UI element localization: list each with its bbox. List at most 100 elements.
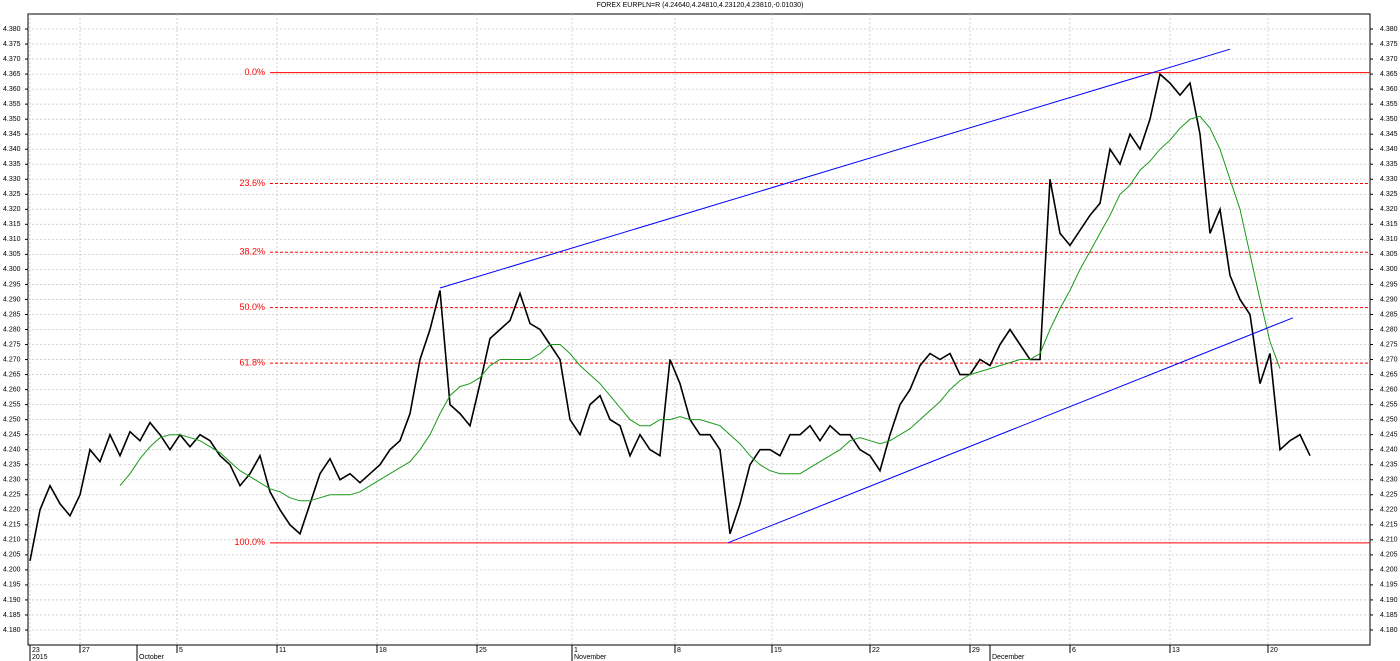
y-tick-label: 4.300 (3, 266, 21, 273)
y-tick-label: 4.275 (1380, 341, 1398, 348)
y-tick-label: 4.300 (1380, 266, 1398, 273)
y-tick-label: 4.285 (3, 311, 21, 318)
y-tick-label: 4.250 (3, 416, 21, 423)
y-tick-label: 4.215 (3, 522, 21, 529)
trend-line (439, 48, 1231, 289)
trend-line (727, 317, 1294, 544)
fib-label: 38.2% (239, 247, 265, 257)
y-tick-label: 4.205 (3, 552, 21, 559)
y-tick-label: 4.185 (1380, 612, 1398, 619)
y-tick-label: 4.380 (3, 26, 21, 33)
y-tick-label: 4.375 (3, 41, 21, 48)
x-tick-label: 8 (677, 647, 681, 654)
plot-frame (27, 13, 1371, 646)
y-tick-label: 4.220 (1380, 507, 1398, 514)
y-tick-label: 4.240 (1380, 447, 1398, 454)
y-tick-label: 4.340 (1380, 146, 1398, 153)
y-tick-label: 4.280 (3, 326, 21, 333)
y-tick-label: 4.330 (3, 176, 21, 183)
y-tick-label: 4.255 (3, 401, 21, 408)
y-tick-label: 4.380 (1380, 26, 1398, 33)
y-tick-label: 4.295 (3, 281, 21, 288)
month-label: November (574, 654, 607, 661)
y-tick-label: 4.260 (1380, 386, 1398, 393)
y-tick-label: 4.230 (3, 477, 21, 484)
y-tick-label: 4.230 (1380, 477, 1398, 484)
y-tick-label: 4.235 (1380, 462, 1398, 469)
y-tick-label: 4.270 (3, 356, 21, 363)
y-tick-label: 4.360 (1380, 86, 1398, 93)
chart-title: FOREX EURPLN=R (4.24640,4.24810,4.23120,… (597, 2, 804, 9)
y-tick-label: 4.360 (3, 86, 21, 93)
y-tick-label: 4.350 (3, 116, 21, 123)
y-tick-label: 4.355 (1380, 101, 1398, 108)
y-tick-label: 4.195 (1380, 582, 1398, 589)
y-tick-label: 4.355 (3, 101, 21, 108)
y-tick-label: 4.370 (1380, 56, 1398, 63)
y-tick-label: 4.255 (1380, 401, 1398, 408)
y-tick-label: 4.240 (3, 447, 21, 454)
y-tick-label: 4.185 (3, 612, 21, 619)
x-tick-label: 25 (479, 647, 487, 654)
y-tick-label: 4.190 (3, 597, 21, 604)
month-label: 2015 (32, 654, 48, 661)
x-tick-label: 1 (574, 647, 578, 654)
price-line (29, 72, 1311, 562)
y-tick-label: 4.335 (3, 161, 21, 168)
moving-average (119, 115, 1281, 502)
y-tick-label: 4.275 (3, 341, 21, 348)
y-tick-label: 4.370 (3, 56, 21, 63)
y-tick-label: 4.305 (3, 251, 21, 258)
y-tick-label: 4.320 (1380, 206, 1398, 213)
y-tick-label: 4.365 (1380, 71, 1398, 78)
y-tick-label: 4.290 (3, 296, 21, 303)
y-tick-label: 4.270 (1380, 356, 1398, 363)
fib-label: 0.0% (244, 67, 265, 77)
y-tick-label: 4.225 (3, 492, 21, 499)
x-tick-label: 23 (32, 647, 40, 654)
fib-label: 61.8% (239, 358, 265, 368)
y-tick-label: 4.325 (3, 191, 21, 198)
y-tick-label: 4.205 (1380, 552, 1398, 559)
y-tick-label: 4.200 (1380, 567, 1398, 574)
y-tick-label: 4.260 (3, 386, 21, 393)
x-tick-label: 6 (1072, 647, 1076, 654)
y-tick-label: 4.180 (1380, 627, 1398, 634)
y-tick-label: 4.280 (1380, 326, 1398, 333)
x-tick-label: 29 (972, 647, 980, 654)
y-tick-label: 4.350 (1380, 116, 1398, 123)
y-tick-label: 4.200 (3, 567, 21, 574)
y-tick-label: 4.245 (3, 432, 21, 439)
y-tick-label: 4.345 (3, 131, 21, 138)
x-tick-label: 15 (774, 647, 782, 654)
x-tick-label: 22 (872, 647, 880, 654)
month-label: October (139, 654, 165, 661)
x-tick-label: 20 (1270, 647, 1278, 654)
y-tick-label: 4.210 (1380, 537, 1398, 544)
y-tick-label: 4.295 (1380, 281, 1398, 288)
y-tick-label: 4.250 (1380, 416, 1398, 423)
y-tick-label: 4.315 (1380, 221, 1398, 228)
x-tick-label: 27 (82, 647, 90, 654)
y-tick-label: 4.290 (1380, 296, 1398, 303)
y-tick-label: 4.310 (3, 236, 21, 243)
month-label: December (992, 654, 1025, 661)
y-tick-label: 4.330 (1380, 176, 1398, 183)
y-tick-label: 4.215 (1380, 522, 1398, 529)
y-tick-label: 4.265 (1380, 371, 1398, 378)
y-tick-label: 4.235 (3, 462, 21, 469)
y-tick-label: 4.265 (3, 371, 21, 378)
fib-label: 50.0% (239, 302, 265, 312)
fib-label: 100.0% (234, 537, 265, 547)
x-tick-label: 13 (1172, 647, 1180, 654)
y-tick-label: 4.345 (1380, 131, 1398, 138)
y-tick-label: 4.285 (1380, 311, 1398, 318)
y-tick-label: 4.375 (1380, 41, 1398, 48)
y-tick-label: 4.315 (3, 221, 21, 228)
y-tick-label: 4.325 (1380, 191, 1398, 198)
y-tick-label: 4.245 (1380, 432, 1398, 439)
fib-label: 23.6% (239, 178, 265, 188)
y-tick-label: 4.320 (3, 206, 21, 213)
x-tick-label: 5 (179, 647, 183, 654)
